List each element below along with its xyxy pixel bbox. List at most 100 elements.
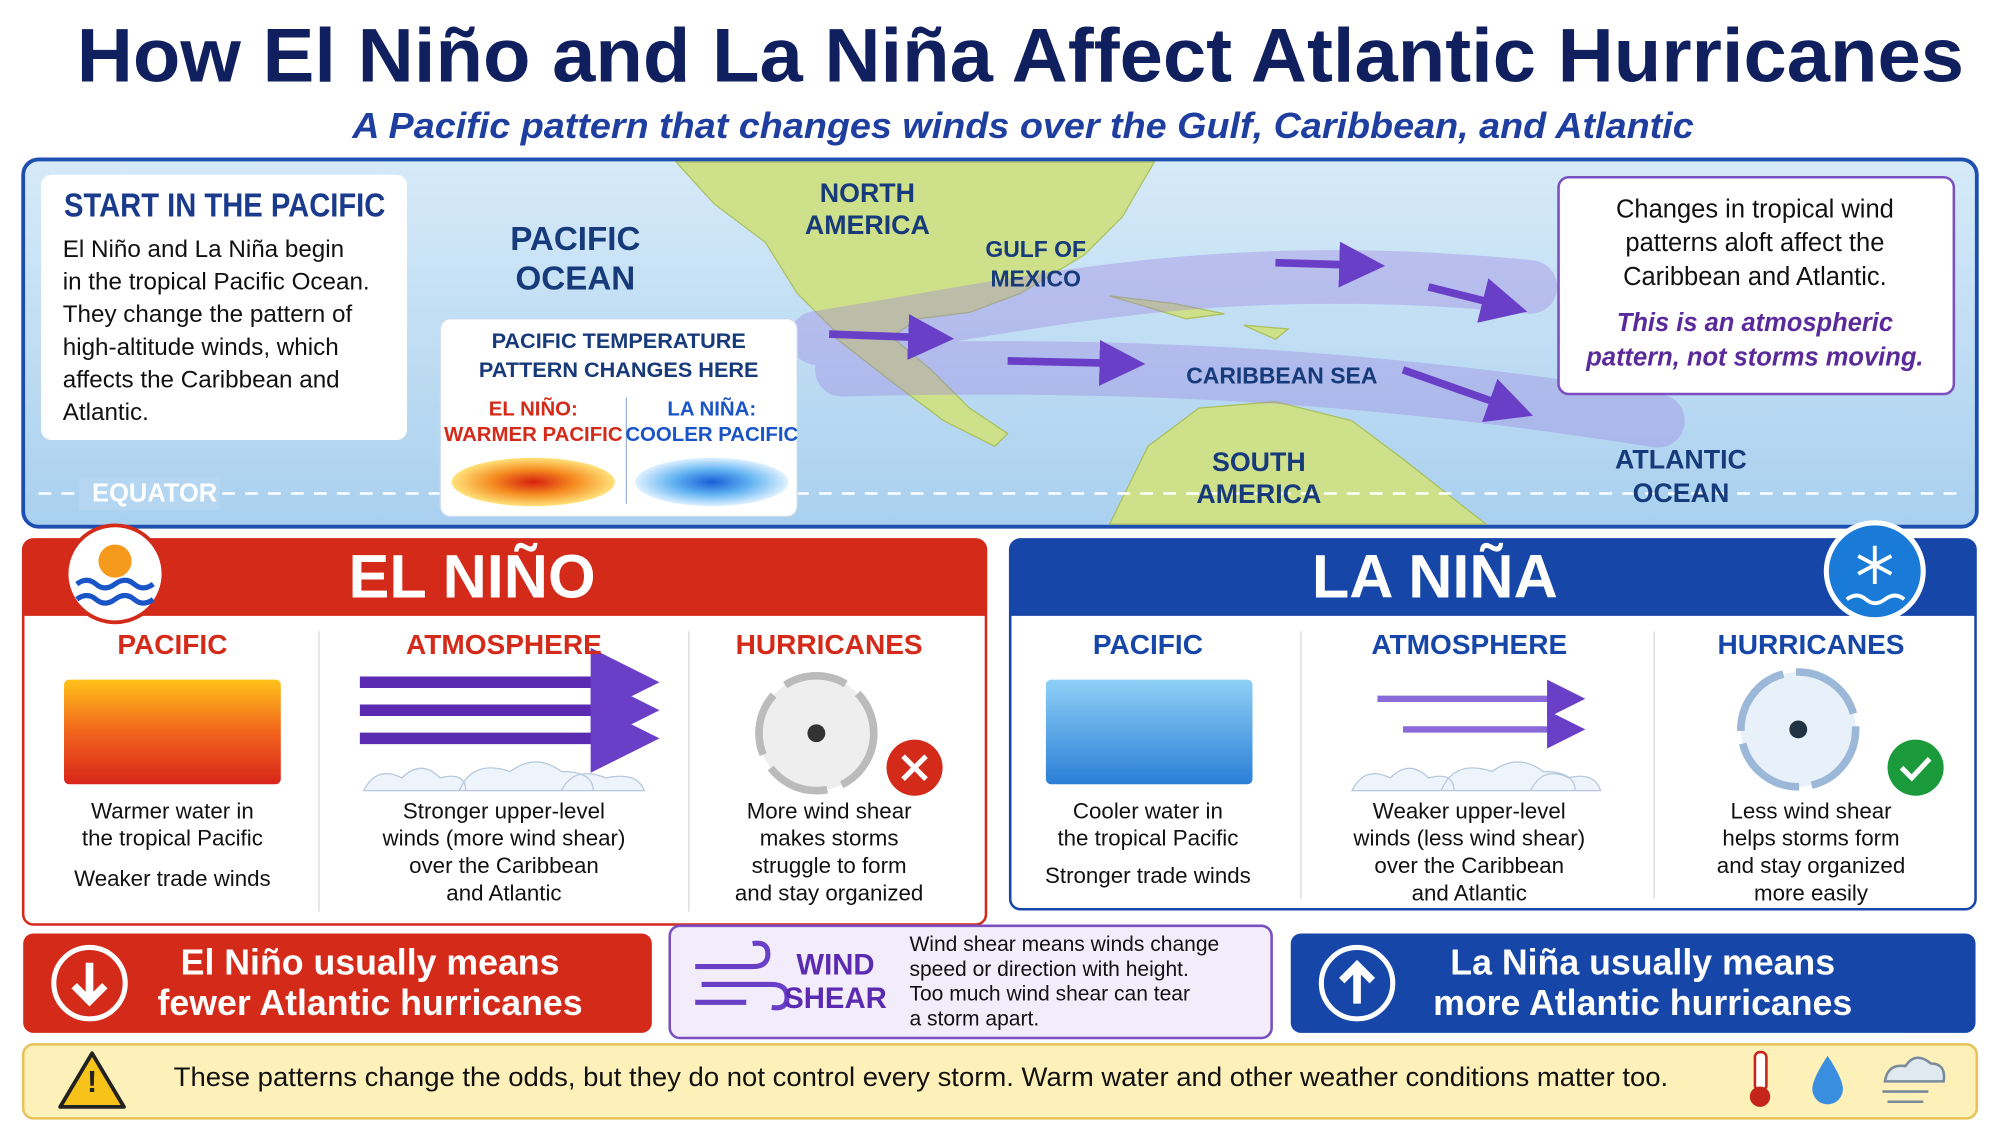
column-text: Cooler water in the tropical Pacific <box>1057 798 1238 850</box>
text-line: PACIFIC <box>510 221 640 258</box>
text-line: ATLANTIC <box>1615 445 1747 475</box>
text-line: a storm apart. <box>909 1007 1039 1030</box>
text-line: La Niña usually means <box>1450 943 1835 983</box>
islands <box>1109 295 1290 340</box>
la-nina-summary-text: La Niña usually means more Atlantic hurri… <box>1433 943 1852 1024</box>
column-heading: ATMOSPHERE <box>406 629 602 660</box>
sun <box>98 544 132 578</box>
column-text: Weaker upper-level winds (less wind shear… <box>1352 798 1585 905</box>
thermometer <box>1753 1050 1768 1092</box>
clouds <box>362 761 646 792</box>
text-line: winds (less wind shear) <box>1352 826 1585 851</box>
callout-emphasis: This is an atmospheric pattern, not storm… <box>1585 309 1923 371</box>
text-line: and stay organized <box>1717 853 1905 878</box>
text-line: GULF OF <box>985 236 1086 262</box>
column-text: Stronger upper-level winds (more wind she… <box>382 798 626 905</box>
la-nina-summary <box>1290 933 1976 1033</box>
equator-label: EQUATOR <box>92 480 217 508</box>
footer-note: These patterns change the odds, but they… <box>174 1062 1669 1092</box>
text-line: El Niño and La Niña begin <box>63 237 344 264</box>
subtitle: A Pacific pattern that changes winds ove… <box>351 106 1694 146</box>
column-heading: PACIFIC <box>117 629 227 660</box>
text-line: helps storms form <box>1722 826 1899 851</box>
check-mark <box>1899 757 1932 782</box>
la-nina-title: LA NIÑA <box>1312 543 1558 611</box>
pacific-label: PACIFIC OCEAN <box>510 221 640 298</box>
el-nino-header <box>23 539 986 616</box>
text-line: They change the pattern of <box>63 302 353 329</box>
start-box <box>41 174 408 440</box>
warm-patch <box>451 457 615 507</box>
atlantic-label: ATLANTIC OCEAN <box>1615 445 1747 508</box>
wind-arrows <box>828 241 1533 423</box>
text-line: more Atlantic hurricanes <box>1433 984 1852 1024</box>
text-line: Weaker upper-level <box>1373 798 1566 823</box>
column-heading: PACIFIC <box>1093 629 1203 660</box>
el-nino-title: EL NIÑO <box>349 543 596 611</box>
text-line: Warmer water in <box>91 798 254 823</box>
text-line: SHEAR <box>784 982 887 1015</box>
text-line: This is an atmospheric <box>1617 309 1893 337</box>
land-south-america <box>1108 401 1488 525</box>
la-nina-temp: LA NIÑA: COOLER PACIFIC <box>625 398 798 447</box>
la-nina-panel <box>1008 538 1977 911</box>
text-line: OCEAN <box>516 260 636 297</box>
text-line: EL NIÑO: <box>489 398 578 421</box>
text-line: Wind shear means winds change <box>909 932 1219 955</box>
text-line: Stronger upper-level <box>403 798 605 823</box>
hurricane-eye <box>807 724 826 743</box>
temperature-title: PACIFIC TEMPERATURE PATTERN CHANGES HERE <box>479 327 759 381</box>
wind-icon <box>695 940 790 1011</box>
warning-mark: ! <box>87 1065 97 1099</box>
text-line: makes storms <box>760 826 899 851</box>
column-heading: HURRICANES <box>736 629 923 660</box>
strong-wind-icon <box>359 647 660 773</box>
text-line: fewer Atlantic hurricanes <box>158 984 583 1024</box>
text-line: PACIFIC TEMPERATURE <box>492 327 746 352</box>
text-line: winds (more wind shear) <box>382 826 626 851</box>
up-icon <box>1318 944 1396 1022</box>
start-title: START IN THE PACIFIC <box>64 188 385 225</box>
south-america-label: SOUTH AMERICA <box>1196 447 1321 509</box>
el-nino-panel <box>21 538 988 926</box>
column-heading: ATMOSPHERE <box>1371 629 1567 660</box>
column-extra: Stronger trade winds <box>1045 863 1251 888</box>
text-line: and stay organized <box>735 880 923 905</box>
text-line: COOLER PACIFIC <box>625 425 798 447</box>
text-line: El Niño usually means <box>181 943 560 983</box>
text-line: SOUTH <box>1212 447 1306 477</box>
down-icon <box>51 944 128 1022</box>
text-line: Atlantic. <box>63 399 149 426</box>
title: How El Niño and La Niña Affect Atlantic … <box>77 13 1964 98</box>
text-line: patterns aloft affect the <box>1625 229 1884 257</box>
text-line: NORTH <box>820 178 915 208</box>
text-line: speed or direction with height. <box>909 957 1188 980</box>
column-text: Warmer water in the tropical Pacific <box>82 798 263 850</box>
text-line: Cooler water in <box>1073 798 1223 823</box>
text-line: affects the Caribbean and <box>63 367 340 394</box>
cool-patch <box>635 457 789 507</box>
text-line: WARMER PACIFIC <box>444 425 623 447</box>
gulf-label: GULF OF MEXICO <box>985 236 1086 291</box>
waves <box>75 577 155 606</box>
text-line: over the Caribbean <box>1374 853 1564 878</box>
text-line: MEXICO <box>990 266 1081 292</box>
column-extra: Weaker trade winds <box>74 866 271 891</box>
up-arrow <box>1339 959 1376 1004</box>
wind-shear-label: WIND SHEAR <box>784 948 887 1014</box>
weak-wind-icon <box>1377 679 1586 749</box>
down-arrow <box>71 962 108 1007</box>
cool-water-icon <box>1045 679 1253 785</box>
north-america-label: NORTH AMERICA <box>805 178 930 240</box>
x-mark <box>901 754 928 781</box>
warning-icon <box>58 1051 126 1109</box>
thermometer-bulb <box>1749 1086 1771 1107</box>
text-line: in the tropical Pacific Ocean. <box>63 269 370 296</box>
text-line: AMERICA <box>805 210 930 240</box>
caribbean-label: CARIBBEAN SEA <box>1186 363 1377 389</box>
text-line: PATTERN CHANGES HERE <box>479 357 759 382</box>
text-line: More wind shear <box>747 798 912 823</box>
start-text: El Niño and La Niña begin in the tropical… <box>63 237 370 427</box>
text-line: the tropical Pacific <box>1057 826 1238 851</box>
